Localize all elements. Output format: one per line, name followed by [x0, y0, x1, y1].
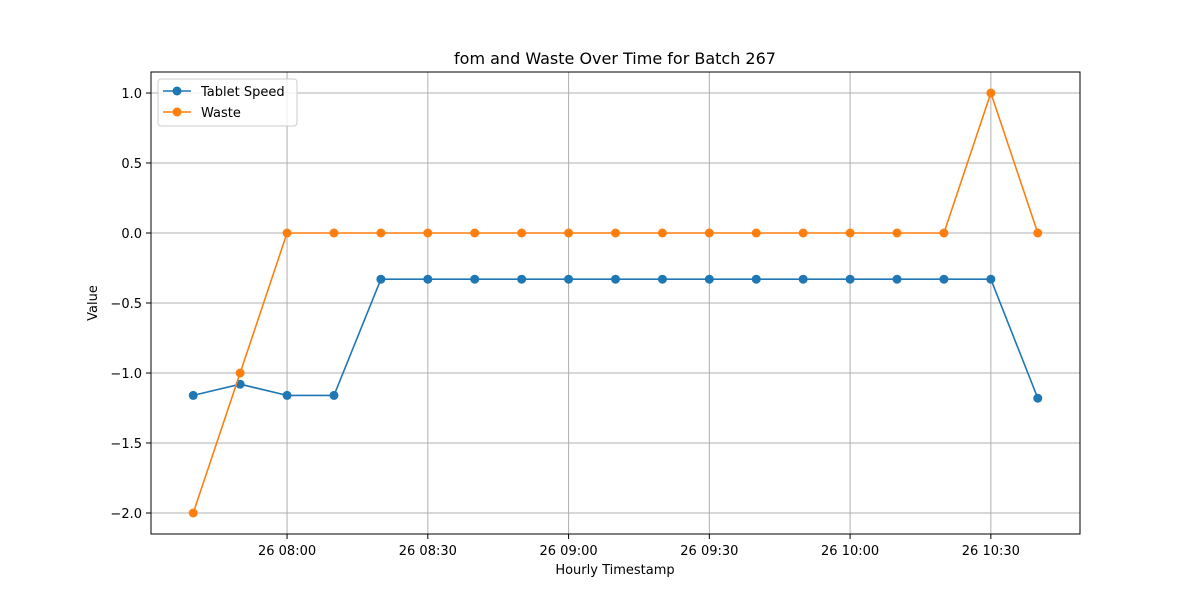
y-tick-label: 0.0 — [121, 227, 142, 242]
y-tick-label: −2.0 — [110, 507, 142, 522]
data-point — [986, 274, 996, 284]
data-point — [564, 228, 574, 238]
ticks: 26 08:00 26 08:30 26 09:00 26 09:30 26 10:00… — [110, 87, 1020, 559]
data-point — [1033, 393, 1043, 403]
data-point — [470, 274, 480, 284]
series-layer — [188, 88, 1043, 518]
data-point — [704, 228, 714, 238]
data-point — [423, 274, 433, 284]
y-tick-label: −1.0 — [110, 367, 142, 382]
y-tick-label: −1.5 — [110, 437, 142, 452]
data-point — [892, 228, 902, 238]
data-point — [282, 228, 292, 238]
x-tick-label: 26 08:00 — [258, 544, 316, 559]
data-point — [188, 508, 198, 518]
data-point — [657, 228, 667, 238]
data-point — [798, 228, 808, 238]
series-1 — [188, 88, 1043, 518]
data-point — [939, 274, 949, 284]
data-point — [751, 274, 761, 284]
data-point — [329, 228, 339, 238]
legend-label: Tablet Speed — [200, 85, 285, 100]
x-axis-title: Hourly Timestamp — [555, 563, 674, 578]
data-point — [611, 228, 620, 238]
x-tick-label: 26 09:00 — [540, 544, 598, 559]
data-point — [282, 390, 292, 400]
legend-label: Waste — [201, 106, 241, 121]
data-point — [329, 390, 339, 400]
legend: Tablet Speed Waste — [157, 78, 298, 127]
data-point — [611, 274, 620, 284]
series-0 — [188, 274, 1043, 403]
data-point — [704, 274, 714, 284]
legend-item: Tablet Speed — [163, 85, 285, 100]
data-point — [939, 228, 949, 238]
y-tick-label: −0.5 — [110, 297, 142, 312]
data-point — [845, 228, 855, 238]
data-point — [235, 368, 245, 378]
data-point — [751, 228, 761, 238]
x-tick-label: 26 10:30 — [962, 544, 1020, 559]
data-point — [470, 228, 480, 238]
data-point — [892, 274, 902, 284]
chart-title: fom and Waste Over Time for Batch 267 — [454, 49, 776, 68]
x-tick-label: 26 09:30 — [680, 544, 738, 559]
data-point — [986, 88, 996, 98]
legend-marker — [172, 86, 182, 96]
y-axis-title: Value — [86, 285, 101, 321]
data-point — [1033, 228, 1043, 238]
data-point — [845, 274, 855, 284]
data-point — [188, 390, 198, 400]
x-tick-label: 26 10:00 — [821, 544, 879, 559]
data-point — [376, 228, 386, 238]
data-point — [517, 274, 527, 284]
legend-item: Waste — [163, 106, 241, 121]
x-tick-label: 26 08:30 — [399, 544, 457, 559]
data-point — [798, 274, 808, 284]
data-point — [376, 274, 386, 284]
legend-marker — [172, 107, 182, 117]
data-point — [517, 228, 527, 238]
y-tick-label: 0.5 — [121, 157, 142, 172]
legend-box — [157, 78, 298, 127]
data-point — [564, 274, 574, 284]
y-tick-label: 1.0 — [121, 87, 142, 102]
data-point — [423, 228, 433, 238]
data-point — [657, 274, 667, 284]
